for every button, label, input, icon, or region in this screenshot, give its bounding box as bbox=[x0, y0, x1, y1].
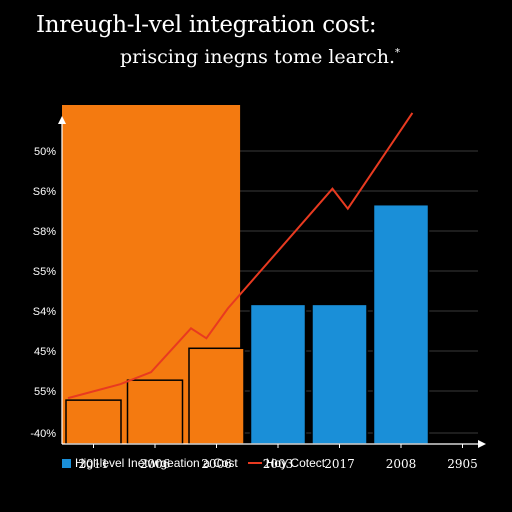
x-tick-label: 2006 bbox=[201, 457, 232, 471]
bar bbox=[311, 303, 368, 445]
chart-title: Inreugh-l-vel integration cost: bbox=[36, 12, 377, 38]
x-tick-labels: 2011 2006 2006 2003 2017 2008 2905 bbox=[78, 444, 478, 471]
y-axis-arrow bbox=[58, 116, 66, 124]
legend-line-label: Hoy Cotect bbox=[265, 456, 326, 470]
line-series-layer bbox=[67, 112, 414, 400]
bar bbox=[65, 399, 122, 445]
y-tick-label: S5% bbox=[33, 266, 56, 278]
legend: Higl-level Inetwrgeation a Cost Hoy Cote… bbox=[62, 456, 325, 470]
bar bbox=[126, 379, 184, 445]
legend-bar-swatch bbox=[62, 458, 71, 468]
x-tick-label: 2017 bbox=[324, 457, 355, 471]
chart-subtitle-text: priscing inegns tome learch. bbox=[120, 46, 395, 68]
legend-bar-label: Higl-level Inetwrgeation a Cost bbox=[75, 456, 238, 470]
x-tick-label: 2006 bbox=[140, 457, 171, 471]
bar bbox=[372, 203, 430, 445]
title-mark: * bbox=[395, 47, 400, 59]
y-tick-label: 45% bbox=[34, 346, 56, 358]
y-tick-label: S6% bbox=[33, 186, 56, 198]
bars-layer bbox=[65, 203, 430, 445]
bar bbox=[188, 347, 245, 445]
chart-subtitle: priscing inegns tome learch.* bbox=[120, 46, 400, 68]
axes bbox=[58, 116, 486, 448]
x-tick-label: 2011 bbox=[78, 457, 109, 471]
x-tick-label: 2905 bbox=[447, 457, 478, 471]
y-tick-label: 55% bbox=[34, 386, 56, 398]
x-axis-arrow bbox=[478, 440, 486, 448]
bar bbox=[249, 303, 307, 445]
legend-line-swatch bbox=[247, 462, 262, 464]
x-tick-label: 2008 bbox=[386, 457, 417, 471]
line-series bbox=[67, 112, 414, 400]
y-tick-labels: 50% S6% S8% S5% S4% 45% 55% -40% bbox=[30, 146, 56, 440]
y-tick-label: S8% bbox=[33, 226, 56, 238]
y-tick-label: S4% bbox=[33, 306, 56, 318]
y-tick-label: 50% bbox=[34, 146, 56, 158]
y-tick-label: -40% bbox=[30, 428, 56, 440]
x-tick-label: 2003 bbox=[263, 457, 294, 471]
